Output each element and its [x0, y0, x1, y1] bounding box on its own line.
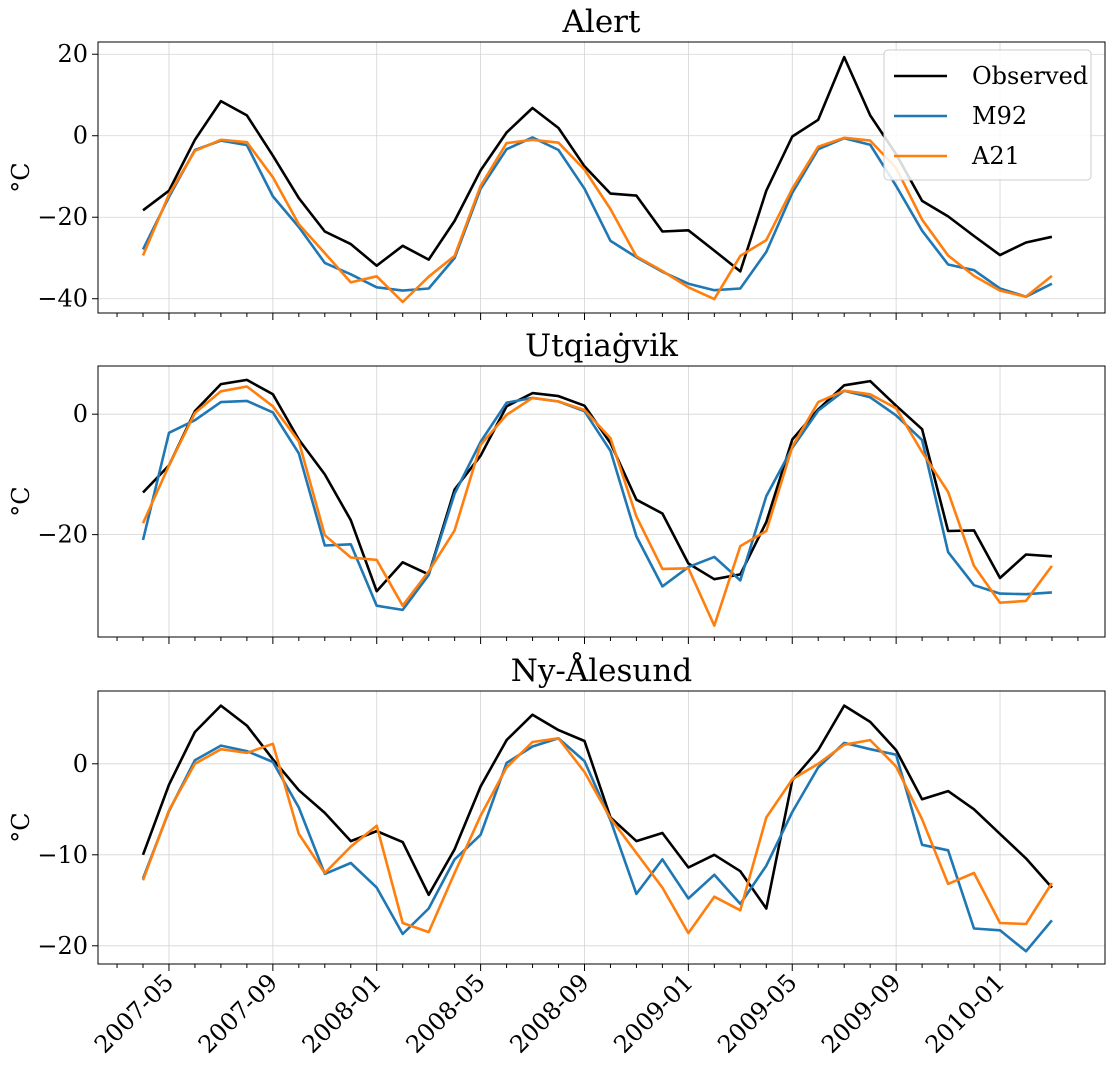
- subplot-1: 20 0 −20 −40 °C Alert Observed M92 A21: [7, 4, 1106, 320]
- legend-box: [883, 49, 1092, 181]
- subplot-title: Ny-Ålesund: [511, 651, 692, 689]
- x-tick-label: 2009-05: [712, 968, 802, 1058]
- y-tick-label: −20: [37, 521, 88, 549]
- subplot-2: 0 −20°C Utqiaġvik: [7, 328, 1106, 644]
- series-line-a21: [141, 736, 1053, 935]
- y-axis: 0 −10 −20: [37, 750, 98, 960]
- x-ticks: [116, 637, 1079, 644]
- x-tick-label: 2008-05: [401, 968, 491, 1058]
- legend-label-observed: Observed: [972, 62, 1088, 90]
- y-tick-label: −20: [37, 932, 88, 960]
- x-tick-label: 2008-09: [504, 968, 594, 1058]
- y-axis: 20 0 −20 −40: [37, 40, 98, 313]
- x-tick-label: 2008-01: [297, 968, 387, 1058]
- y-tick-label: −10: [37, 841, 88, 869]
- y-tick-label: −20: [37, 203, 88, 231]
- series-line-m92: [141, 389, 1052, 612]
- series-line-observed: [141, 704, 1053, 910]
- x-axis-labels: 2007-05 2007-09 2008-01 2008-05 2008-09 2009-…: [89, 968, 1010, 1058]
- y-axis-label: °C: [7, 486, 35, 516]
- axes-frame: [97, 41, 1106, 314]
- y-tick-label: 20: [57, 40, 88, 68]
- legend-label-a21: A21: [971, 142, 1020, 170]
- subplot-title: Alert: [562, 4, 641, 40]
- axes-frame: [97, 690, 1106, 965]
- subplot-3: 0 −10 −20 °C Ny-Ålesund: [7, 651, 1106, 971]
- y-axis-label: °C: [7, 162, 35, 192]
- x-tick-label: 2009-01: [608, 968, 698, 1058]
- legend: Observed M92 A21: [883, 49, 1092, 181]
- series-line-m92: [141, 136, 1053, 299]
- series-line-observed: [142, 378, 1052, 593]
- grid: [98, 366, 1105, 637]
- axes-frame: [97, 365, 1106, 638]
- y-axis-label: °C: [7, 812, 35, 842]
- y-tick-label: 0: [73, 400, 88, 428]
- legend-label-m92: M92: [972, 102, 1027, 130]
- y-tick-label: 0: [73, 750, 88, 778]
- series-line-m92: [141, 736, 1053, 953]
- y-tick-label: 0: [73, 122, 88, 150]
- subplot-title: Utqiaġvik: [525, 328, 678, 364]
- x-ticks: [116, 313, 1079, 320]
- x-tick-label: 2007-09: [193, 968, 283, 1058]
- y-axis: 0 −20: [37, 400, 98, 549]
- grid: [98, 691, 1105, 964]
- x-tick-label: 2009-09: [816, 968, 906, 1058]
- series-line-a21: [141, 385, 1053, 627]
- x-tick-label: 2010-01: [920, 968, 1010, 1058]
- series-group: [141, 378, 1053, 627]
- y-tick-label: −40: [37, 285, 88, 313]
- x-ticks: [116, 964, 1079, 971]
- series-group: [141, 704, 1053, 953]
- x-tick-label: 2007-05: [89, 968, 179, 1058]
